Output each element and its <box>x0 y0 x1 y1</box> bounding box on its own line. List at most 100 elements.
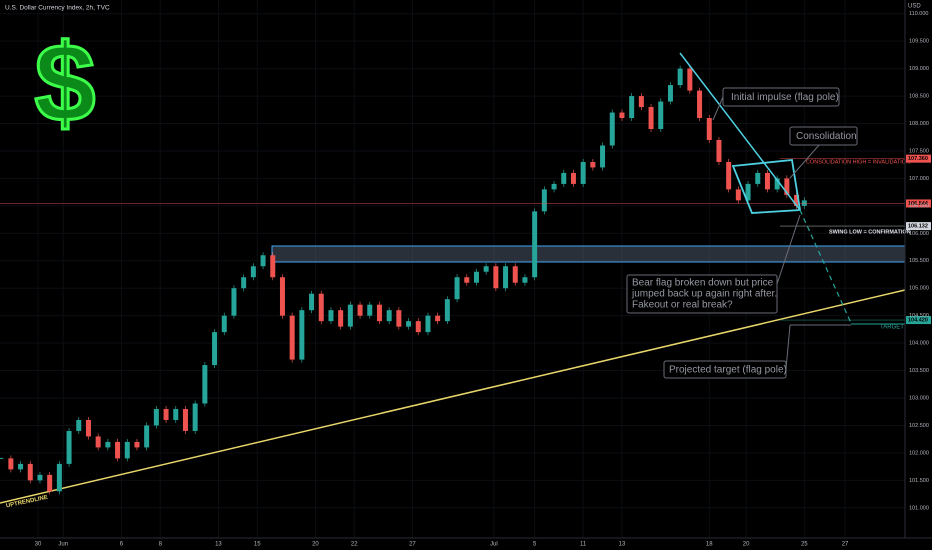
y-tick-label: 104.000 <box>909 341 929 347</box>
candle <box>85 419 91 437</box>
annotation: Fakeout or real break? <box>632 300 733 311</box>
candle <box>56 463 62 492</box>
candle <box>551 183 557 190</box>
y-tick-label: 103.500 <box>909 368 929 374</box>
candle <box>173 408 179 420</box>
y-tick-label: 108.500 <box>909 94 929 100</box>
annotation: Initial impulse (flag pole) <box>731 92 839 103</box>
candle <box>512 266 518 283</box>
x-tick-label: 6 <box>120 542 124 548</box>
price-tag-label: 107.360 <box>908 156 928 162</box>
candle <box>299 310 305 360</box>
y-tick-label: 107.000 <box>909 176 929 182</box>
connector <box>785 324 791 370</box>
candle <box>338 310 344 327</box>
candle <box>376 304 382 322</box>
candle <box>658 101 664 130</box>
candle <box>309 293 315 311</box>
candle <box>221 315 227 333</box>
candle <box>163 408 169 420</box>
candle <box>231 288 237 316</box>
candle <box>503 266 509 289</box>
connector <box>789 143 821 179</box>
candle <box>454 277 460 300</box>
price-tag <box>906 154 931 163</box>
x-tick-label: 30 <box>35 542 42 548</box>
candle <box>124 441 130 459</box>
candle <box>37 474 43 481</box>
x-tick-label: 18 <box>706 542 713 548</box>
connector <box>774 214 801 291</box>
x-tick-label: 22 <box>351 542 358 548</box>
candles <box>0 65 807 495</box>
candle <box>415 321 421 333</box>
candle <box>105 441 111 448</box>
candle <box>95 436 101 448</box>
candle <box>241 277 247 289</box>
candle <box>367 304 373 316</box>
price-tag <box>906 316 931 325</box>
x-tick-label: 15 <box>254 542 261 548</box>
candle <box>493 266 499 289</box>
candle <box>801 200 807 206</box>
annotation-box <box>789 126 858 146</box>
x-tick-label: 8 <box>159 542 163 548</box>
candle <box>794 194 800 206</box>
x-tick-label: 11 <box>580 542 587 548</box>
y-tick-label: 110.000 <box>909 11 928 17</box>
y-tick-label: 102.000 <box>909 450 929 456</box>
y-tick-label: 104.500 <box>909 313 929 319</box>
x-tick-label: 27 <box>842 542 849 548</box>
candle <box>444 299 450 322</box>
candle <box>212 332 218 366</box>
x-tick-label: Jun <box>58 542 68 548</box>
candle <box>638 96 644 108</box>
candle <box>677 68 683 86</box>
candle <box>706 118 712 140</box>
connector <box>712 96 724 121</box>
annotation: Projected target (flag pole) <box>669 365 787 376</box>
y-tick-label: 105.000 <box>909 286 929 292</box>
price-tag-label: 106.132 <box>908 224 928 230</box>
annotation: jumped back up again right after. <box>631 289 777 300</box>
candle <box>202 365 208 404</box>
x-tick-label: 13 <box>215 542 222 548</box>
y-tick-label: 109.000 <box>909 66 929 72</box>
candle <box>522 277 528 283</box>
candle <box>619 112 625 119</box>
candle <box>774 178 780 190</box>
projection-line <box>799 209 852 324</box>
candle <box>115 441 121 459</box>
candle <box>396 310 402 327</box>
price-tag-label: 106.544 <box>908 201 929 207</box>
y-tick-label: 106.500 <box>909 203 929 209</box>
x-tick-label: 25 <box>801 542 808 548</box>
price-lines: 107.360 106.544 106.132 104.420 <box>0 154 931 325</box>
annotation: TARGET <box>880 325 904 331</box>
annotation: CONSOLIDATION HIGH = INVALIDATION <box>806 159 910 165</box>
candle <box>192 403 198 431</box>
candle <box>629 96 635 119</box>
y-tick-label: 107.500 <box>909 148 929 154</box>
annotation-box <box>663 360 787 379</box>
candle <box>570 172 576 184</box>
candle <box>347 304 353 327</box>
candle <box>687 68 693 91</box>
candle <box>784 178 790 195</box>
annotation-box <box>626 274 778 314</box>
y-tick-label: 108.000 <box>909 121 929 127</box>
y-tick-label: 109.500 <box>909 39 929 45</box>
price-tag <box>906 199 931 208</box>
flag-pole <box>679 52 801 211</box>
candle <box>144 425 150 448</box>
candle <box>357 304 363 316</box>
candle <box>697 90 703 119</box>
candle <box>609 112 615 146</box>
resistance-zone <box>271 245 906 263</box>
x-tick-label: 27 <box>409 542 416 548</box>
candle <box>260 255 266 267</box>
candle <box>8 458 14 470</box>
currency-label: USD <box>908 4 921 10</box>
